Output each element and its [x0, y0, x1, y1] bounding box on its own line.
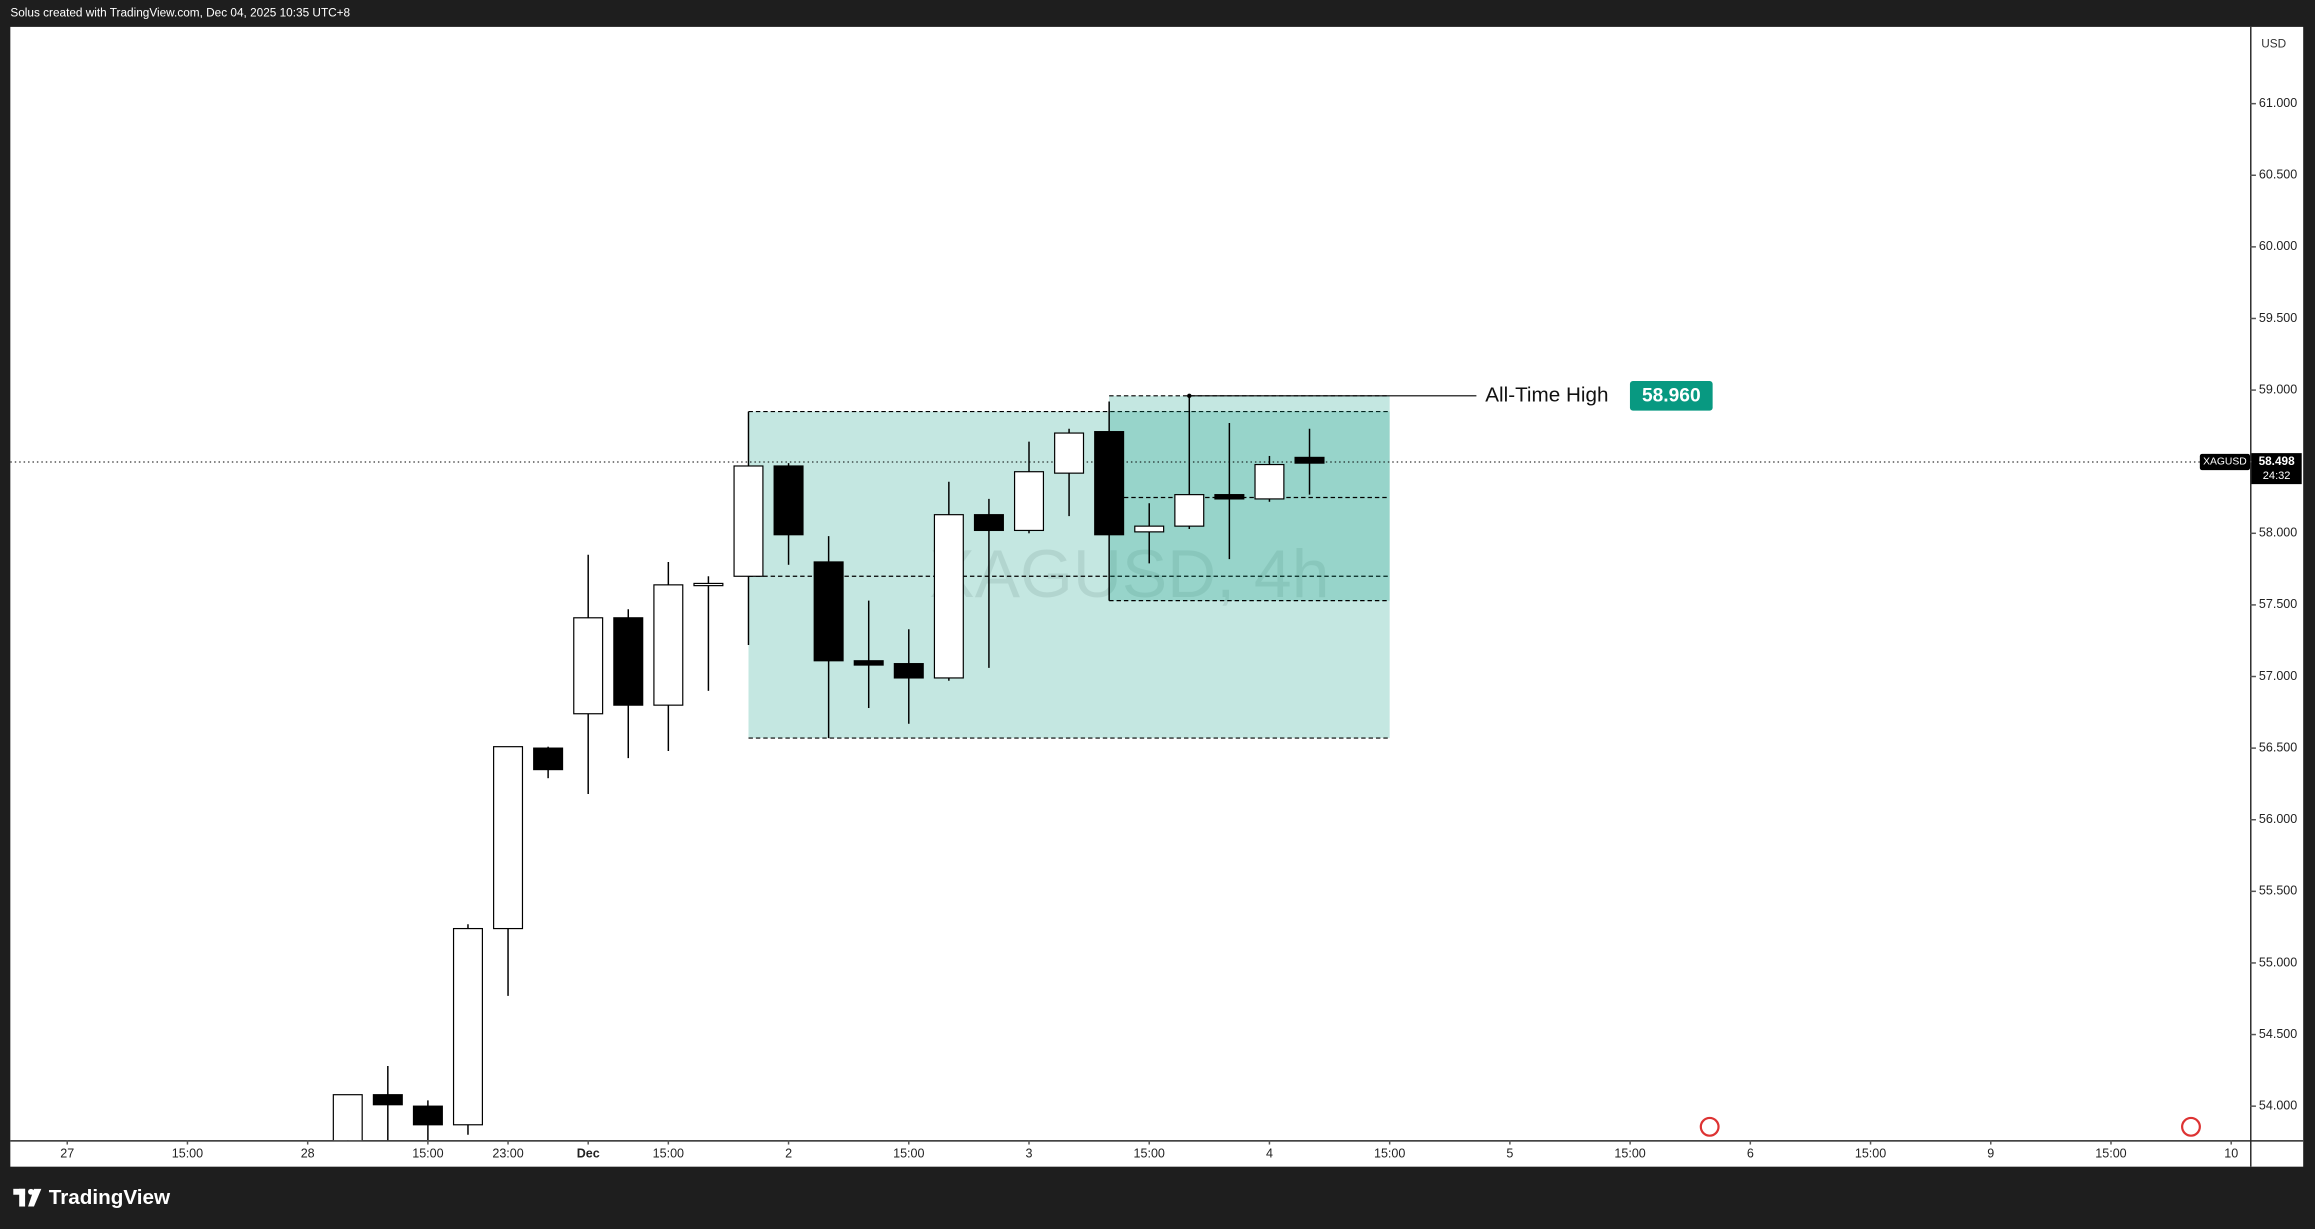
candle-body	[1294, 456, 1325, 464]
candle-body	[933, 514, 964, 679]
candle-body	[1254, 463, 1285, 500]
x-tick-label: 23:00	[492, 1146, 523, 1160]
brand: TradingView	[49, 1186, 171, 1209]
candle-body	[332, 1094, 363, 1141]
y-tick-label: 54.500	[2259, 1027, 2297, 1041]
x-tick-label: 5	[1506, 1146, 1513, 1160]
candle-body	[1174, 494, 1205, 527]
x-tick-label: 3	[1026, 1146, 1033, 1160]
x-tick-label: 15:00	[1374, 1146, 1405, 1160]
x-tick-label: 6	[1747, 1146, 1754, 1160]
candle-body	[733, 465, 764, 577]
zone	[1109, 395, 1390, 601]
y-tick-label: 55.500	[2259, 884, 2297, 898]
x-tick-label: 15:00	[412, 1146, 443, 1160]
plot	[10, 395, 2251, 1141]
candle-body	[973, 514, 1004, 532]
logo-icon	[28, 1188, 42, 1207]
candle-body	[853, 660, 884, 666]
x-tick-label: 15:00	[172, 1146, 203, 1160]
candle-body	[1013, 471, 1045, 532]
x-tick-label: 15:00	[893, 1146, 924, 1160]
candle-body	[533, 747, 564, 771]
candle-body	[693, 582, 724, 587]
x-tick-label: 10	[2224, 1146, 2238, 1160]
candle-body	[813, 561, 844, 662]
header: Solus created with TradingView.com, Dec …	[10, 6, 350, 20]
candle-body	[452, 927, 483, 1126]
candle-body	[1214, 494, 1245, 500]
x-tick-label: 2	[785, 1146, 792, 1160]
logo: TradingView	[13, 1186, 171, 1209]
y-tick-label: 61.000	[2259, 96, 2297, 110]
candle-body	[773, 465, 804, 536]
y-tick-label: 60.500	[2259, 168, 2297, 182]
candle-body	[372, 1094, 403, 1106]
annotation-text: All-Time High	[1485, 383, 1608, 406]
y-tick-label: 58.000	[2259, 526, 2297, 540]
x-tick-label: 27	[60, 1146, 74, 1160]
event-icon[interactable]	[2181, 1116, 2201, 1137]
price-tag-bg	[2251, 453, 2302, 485]
symbol-tag: XAGUSD	[2203, 457, 2247, 468]
x-tick-label: 15:00	[653, 1146, 684, 1160]
y-tick-label: 56.500	[2259, 740, 2297, 754]
y-tick-label: 54.000	[2259, 1098, 2297, 1112]
candle-body	[493, 746, 524, 930]
x-tick-label: Dec	[577, 1146, 600, 1160]
symbol-tag-bg	[2199, 453, 2251, 471]
y-tick-label: 55.000	[2259, 955, 2297, 969]
x-tick-label: 15:00	[1134, 1146, 1165, 1160]
x-tick-label: 28	[301, 1146, 315, 1160]
x-tick-label: 15:00	[1614, 1146, 1645, 1160]
logo-icon	[19, 1188, 26, 1207]
annotation-label: 58.960	[1642, 386, 1701, 407]
annotation-label-bg	[1629, 381, 1713, 411]
y-tick-label: 57.000	[2259, 669, 2297, 683]
price-tag: 58.498	[2259, 454, 2296, 468]
x-tick-label: 15:00	[1855, 1146, 1886, 1160]
y-tick-label: 59.500	[2259, 311, 2297, 325]
candle-body	[1134, 525, 1165, 533]
candle-body	[412, 1105, 443, 1126]
y-tick-label: 60.000	[2259, 239, 2297, 253]
x-tick-label: 15:00	[2095, 1146, 2126, 1160]
candle-body	[1094, 431, 1125, 536]
candle-body	[613, 617, 644, 706]
candle-body	[893, 663, 924, 679]
event-icon[interactable]	[1699, 1116, 1720, 1137]
y-tick-label: 59.000	[2259, 382, 2297, 396]
y-tick-label: 56.000	[2259, 812, 2297, 826]
x-tick-label: 4	[1266, 1146, 1273, 1160]
event-icons	[1699, 1116, 2201, 1137]
chart-background	[10, 26, 2304, 1167]
y-tick-label: 57.500	[2259, 597, 2297, 611]
watermark: XAGUSD, 4h	[929, 537, 1329, 612]
countdown: 24:32	[2263, 470, 2291, 482]
candle-body	[653, 584, 684, 706]
candle-body	[573, 617, 604, 715]
x-tick-label: 9	[1987, 1146, 1994, 1160]
currency: USD	[2261, 37, 2286, 51]
candle-body	[1054, 432, 1085, 474]
